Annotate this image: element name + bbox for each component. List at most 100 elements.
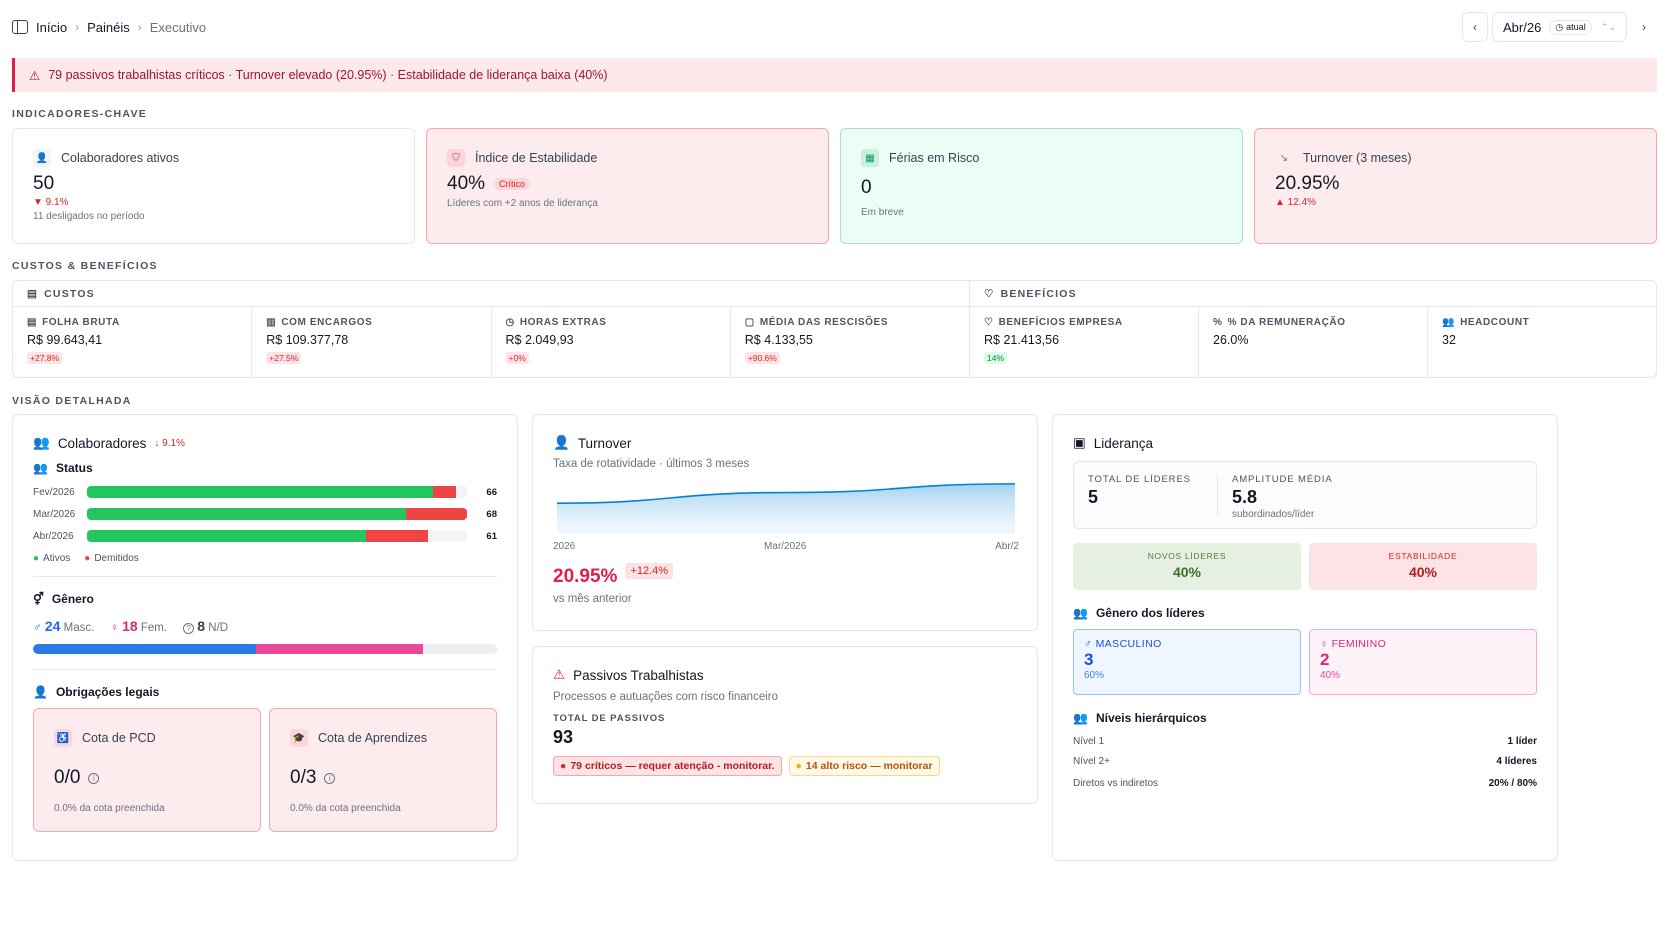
status-title: Status: [55, 461, 93, 475]
level-label: Diretos vs indiretos: [1073, 777, 1159, 789]
level-label: Nível 1: [1073, 735, 1105, 747]
clock-icon: ◷: [505, 317, 515, 328]
calendar-clock-icon: ▦: [861, 149, 879, 167]
male-label: Masc.: [63, 622, 95, 634]
turnover-vs: vs mês anterior: [553, 593, 632, 605]
cost-label: MÉDIA DAS RESCISÕES: [759, 317, 889, 328]
total-passivos-value: 93: [553, 727, 574, 747]
chevron-right-icon: ›: [75, 20, 80, 34]
costs-group-title: CUSTOS: [44, 287, 95, 300]
novos-lideres-card: NOVOS LÍDERES 40%: [1073, 543, 1301, 590]
cost-cell-rescisoes: ▢ MÉDIA DAS RESCISÕES R$ 4.133,55 +90.6%: [731, 307, 969, 377]
kpi-title: Índice de Estabilidade: [475, 151, 598, 165]
high-risk-text: 14 alto risco — monitorar: [805, 760, 933, 772]
cost-cell-folha: ▤ FOLHA BRUTA R$ 99.643,41 +27.8%: [13, 307, 253, 377]
level-value: 1 líder: [1507, 735, 1537, 747]
male-leaders-count: 3: [1084, 650, 1094, 669]
warning-icon: ⚠: [553, 667, 566, 682]
benefit-label: HEADCOUNT: [1460, 317, 1530, 328]
next-period-button[interactable]: ›: [1631, 12, 1657, 42]
colaboradores-panel: 👥 Colaboradores ↓ 9.1% 👥 Status Fev/2026 66 M…: [12, 414, 518, 861]
prev-period-button[interactable]: ‹: [1462, 12, 1488, 42]
kpi-card-ferias[interactable]: ▦ Férias em Risco 0 Em breve: [840, 128, 1243, 244]
chevron-updown-icon: ⌃⌄: [1600, 21, 1616, 32]
critical-liabilities-badge[interactable]: ● 79 críticos — requer atenção - monitora…: [553, 756, 782, 776]
total-leaders-label: TOTAL DE LÍDERES: [1088, 474, 1191, 485]
bar-track: [87, 530, 467, 542]
gender-title: Gênero: [51, 592, 94, 606]
users-icon: 👥: [33, 461, 48, 475]
kpi-value: 20.95%: [1275, 173, 1340, 194]
x-tick-label: Abr/2: [995, 541, 1019, 552]
gender-counts: ♂ 24 Masc. ♀ 18 Fem. ? 8 N/D: [33, 618, 497, 634]
novos-lideres-value: 40%: [1172, 564, 1202, 580]
clock-icon: ◷: [1555, 21, 1564, 32]
cost-label: COM ENCARGOS: [281, 317, 373, 328]
nd-count: 8: [197, 618, 206, 634]
bar-track: [87, 486, 467, 498]
kpi-card-colaboradores[interactable]: 👤 Colaboradores ativos 50 ▼ 9.1% 11 desli…: [12, 128, 415, 244]
trend-down-icon: ↘: [1279, 152, 1289, 164]
bar-label: Mar/2026: [33, 508, 76, 520]
turnover-line: [556, 483, 1016, 504]
novos-lideres-label: NOVOS LÍDERES: [1147, 551, 1227, 561]
female-label: Fem.: [140, 622, 168, 634]
benefits-group: ♡ BENEFÍCIOS ♡ BENEFÍCIOS EMPRESA R$ 21.413…: [970, 281, 1656, 377]
section-title-detail: VISÃO DETALHADA: [12, 395, 132, 407]
male-icon: ♂: [33, 622, 42, 634]
breadcrumb-inicio[interactable]: Início: [36, 19, 68, 35]
high-risk-badge[interactable]: ● 14 alto risco — monitorar: [788, 756, 940, 776]
benefit-cell-headcount: 👥 HEADCOUNT 32: [1428, 307, 1656, 377]
building-icon: ▥: [266, 317, 277, 328]
status-bar-chart: Fev/2026 66 Mar/2026 68 Abr/2026 61: [33, 481, 497, 547]
obligations-title: Obrigações legais: [55, 685, 160, 699]
kpi-delta: ▲ 12.4%: [1275, 197, 1317, 208]
question-icon: ?: [183, 623, 195, 634]
current-badge-label: atual: [1566, 22, 1586, 32]
pcd-sub: 0.0% da cota preenchida: [54, 803, 165, 814]
info-icon[interactable]: i: [324, 772, 336, 784]
aprendiz-title: Cota de Aprendizes: [318, 731, 428, 745]
bar-demitidos: [433, 486, 456, 498]
turnover-delta: +12.4%: [625, 563, 674, 579]
current-badge: ◷ atual: [1549, 19, 1592, 35]
aprendiz-quota-card[interactable]: 🎓 Cota de Aprendizes 0/3 i 0.0% da cota pr…: [269, 708, 497, 832]
kpi-card-estabilidade[interactable]: ⛉ Índice de Estabilidade 40% Crítico Líder…: [426, 128, 829, 244]
female-icon: ♀: [110, 622, 119, 634]
costs-group: ▤ CUSTOS ▤ FOLHA BRUTA R$ 99.643,41 +27.8% ▥…: [13, 281, 970, 377]
receipt-icon: ▤: [27, 287, 39, 300]
bar-total: 68: [486, 508, 497, 520]
info-icon[interactable]: i: [88, 772, 100, 784]
sidebar-toggle-icon[interactable]: [12, 20, 28, 34]
kpi-card-turnover[interactable]: ↘ Turnover (3 meses) 20.95% ▲ 12.4%: [1254, 128, 1657, 244]
breadcrumb-executivo: Executivo: [149, 19, 207, 35]
legend-demitidos: Demitidos: [84, 553, 138, 564]
total-leaders-value: 5: [1088, 487, 1099, 507]
status-bar-row: Abr/2026 61: [33, 525, 497, 547]
lideranca-panel: ▣ Liderança TOTAL DE LÍDERES 5 AMPLITUDE …: [1052, 414, 1558, 861]
amplitude-sub: subordinados/líder: [1232, 509, 1315, 520]
cost-delta: +0%: [505, 352, 529, 364]
kpi-value: 40%: [447, 173, 486, 194]
warning-icon: ⚠: [29, 68, 41, 83]
accessibility-icon: ♿: [54, 729, 72, 747]
turnover-title: Turnover: [577, 435, 632, 451]
levels-title: Níveis hierárquicos: [1095, 711, 1207, 725]
legend-ativos: Ativos: [33, 553, 70, 564]
breadcrumb-paineis[interactable]: Painéis: [87, 19, 130, 35]
cost-value: R$ 99.643,41: [27, 333, 103, 347]
female-label: FEMININO: [1331, 638, 1387, 650]
female-count: 18: [122, 618, 138, 634]
section-title-costs: CUSTOS & BENEFÍCIOS: [12, 260, 158, 272]
panel-title: Colaboradores: [57, 435, 147, 451]
pcd-value: 0/0: [54, 767, 81, 788]
benefit-value: R$ 21.413,56: [984, 333, 1060, 347]
period-select[interactable]: Abr/26 ◷ atual ⌃⌄: [1492, 12, 1627, 42]
benefit-value: 32: [1442, 333, 1456, 347]
aprendiz-sub: 0.0% da cota preenchida: [290, 803, 401, 814]
costs-benefits-panel: ▤ CUSTOS ▤ FOLHA BRUTA R$ 99.643,41 +27.8% ▥…: [12, 280, 1657, 378]
delta-value: 9.1%: [162, 437, 185, 449]
level-value: 4 líderes: [1496, 755, 1537, 767]
pcd-quota-card[interactable]: ♿ Cota de PCD 0/0 i 0.0% da cota preenchid…: [33, 708, 261, 832]
bar-total: 61: [486, 530, 497, 542]
